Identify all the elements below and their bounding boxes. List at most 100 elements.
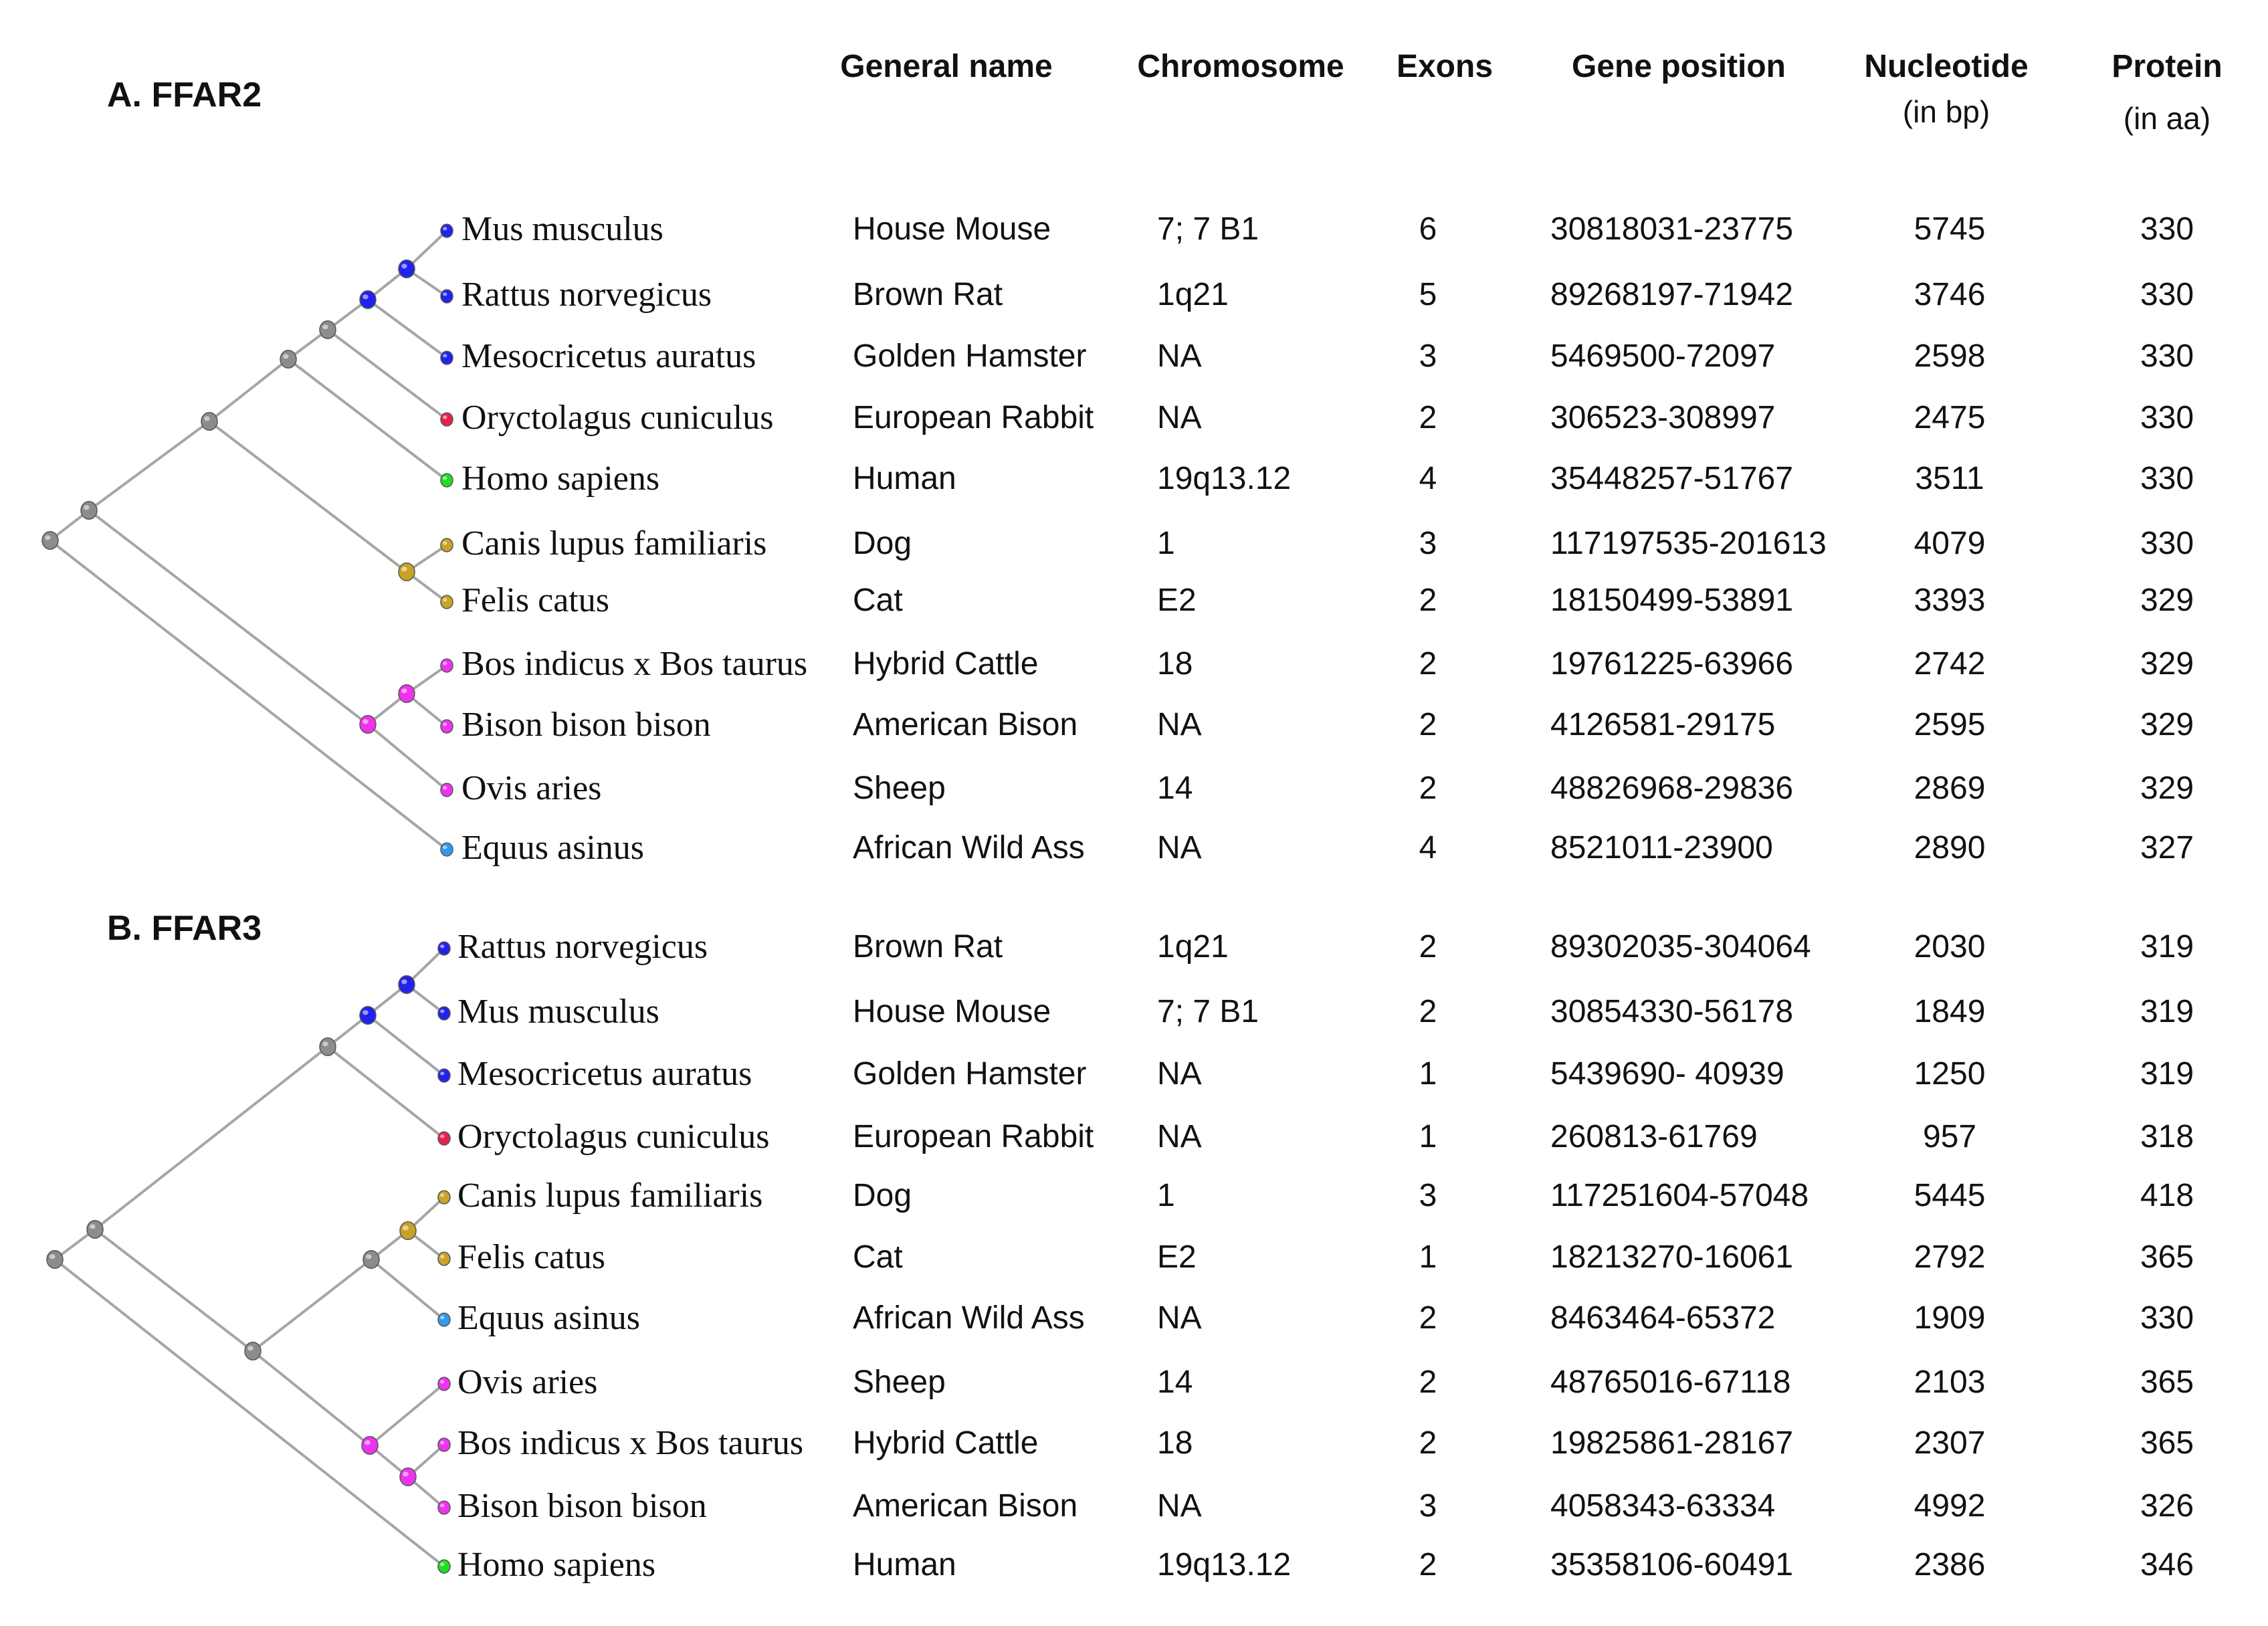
chromosome-cell: 19q13.12	[1157, 461, 1292, 496]
tree-branch	[54, 1258, 445, 1568]
gene-position-cell: 117251604-57048	[1550, 1178, 1809, 1213]
exons-cell: 2	[1419, 707, 1437, 742]
protein-cell: 365	[2140, 1364, 2194, 1400]
internal-node	[398, 975, 415, 994]
exons-cell: 3	[1419, 1488, 1437, 1524]
nucleotide-cell: 2475	[1914, 400, 1986, 435]
tree-branch	[94, 1045, 329, 1231]
internal-node-highlight	[401, 567, 407, 572]
species-label: Felis catus	[457, 1238, 605, 1276]
tree-branch	[49, 539, 448, 851]
general-name-cell: African Wild Ass	[853, 1300, 1085, 1336]
gene-position-cell: 117197535-201613	[1550, 526, 1827, 561]
exons-cell: 2	[1419, 1300, 1437, 1336]
chromosome-cell: 18	[1157, 1425, 1193, 1461]
internal-node	[201, 412, 218, 431]
general-name-cell: Human	[853, 461, 956, 496]
chromosome-cell: 1q21	[1157, 929, 1229, 964]
nucleotide-cell: 5445	[1914, 1178, 1986, 1213]
species-label: Bos indicus x Bos taurus	[457, 1424, 804, 1462]
internal-node-highlight	[322, 1041, 328, 1047]
protein-cell: 330	[2140, 461, 2194, 496]
section-title-ffar3: B. FFAR3	[107, 909, 262, 948]
tip-node-equid	[440, 842, 453, 857]
tip-node-bovid	[437, 1437, 451, 1452]
header-chromosome: Chromosome	[1137, 49, 1344, 84]
internal-node-highlight	[204, 416, 210, 421]
tip-node-equid	[437, 1312, 451, 1327]
tip-node-lagomorph	[440, 412, 453, 427]
header-nucleotide: Nucleotide	[1864, 49, 2029, 84]
gene-position-cell: 35448257-51767	[1550, 461, 1794, 496]
exons-cell: 2	[1419, 400, 1437, 435]
gene-position-cell: 48826968-29836	[1550, 771, 1794, 806]
internal-node	[46, 1250, 64, 1269]
protein-cell: 326	[2140, 1488, 2194, 1524]
tree-branch	[88, 509, 369, 726]
tip-node-bovid-highlight	[443, 722, 447, 726]
header-general-name: General name	[840, 49, 1053, 84]
species-label: Oryctolagus cuniculus	[457, 1118, 770, 1156]
internal-node	[399, 1467, 417, 1486]
exons-cell: 4	[1419, 461, 1437, 496]
species-label: Bos indicus x Bos taurus	[461, 645, 808, 683]
exons-cell: 5	[1419, 277, 1437, 312]
tip-node-primate	[440, 473, 453, 488]
tree-branch	[367, 723, 448, 791]
species-label: Ovis aries	[461, 769, 602, 807]
species-label: Bison bison bison	[461, 706, 711, 744]
tip-node-primate	[437, 1559, 451, 1574]
protein-cell: 365	[2140, 1425, 2194, 1461]
gene-position-cell: 4126581-29175	[1550, 707, 1776, 742]
chromosome-cell: 1	[1157, 1178, 1175, 1213]
internal-node-highlight	[283, 354, 289, 359]
tree-branch	[326, 1045, 445, 1140]
tip-node-carnivore	[440, 595, 453, 609]
gene-position-cell: 5469500-72097	[1550, 338, 1776, 374]
internal-node-highlight	[49, 1254, 56, 1259]
internal-node-highlight	[363, 294, 369, 300]
chromosome-cell: 1	[1157, 526, 1175, 561]
exons-cell: 2	[1419, 771, 1437, 806]
general-name-cell: African Wild Ass	[853, 830, 1085, 866]
chromosome-cell: 14	[1157, 771, 1193, 806]
internal-node	[398, 260, 415, 278]
internal-node-highlight	[401, 264, 407, 269]
gene-position-cell: 5439690- 40939	[1550, 1056, 1784, 1092]
gene-position-cell: 18213270-16061	[1550, 1239, 1794, 1275]
protein-cell: 327	[2140, 830, 2194, 866]
species-label: Mesocricetus auratus	[461, 337, 756, 375]
tip-node-rodent	[440, 350, 453, 365]
species-label: Mesocricetus auratus	[457, 1055, 752, 1093]
tree-branch	[287, 358, 448, 482]
gene-position-cell: 18150499-53891	[1550, 583, 1794, 618]
tree-branch	[94, 1228, 254, 1352]
internal-node	[398, 563, 415, 581]
general-name-cell: American Bison	[853, 1488, 1078, 1524]
tip-node-bovid	[440, 719, 453, 734]
general-name-cell: Sheep	[853, 771, 946, 806]
species-label: Homo sapiens	[461, 460, 660, 498]
general-name-cell: Dog	[853, 526, 912, 561]
gene-position-cell: 48765016-67118	[1550, 1364, 1791, 1400]
tip-node-equid-highlight	[440, 1316, 445, 1320]
gene-position-cell: 260813-61769	[1550, 1119, 1758, 1154]
protein-cell: 329	[2140, 646, 2194, 682]
header-nucleotide-unit: (in bp)	[1902, 94, 1990, 129]
chromosome-cell: 14	[1157, 1364, 1193, 1400]
chromosome-cell: 7; 7 B1	[1157, 994, 1259, 1029]
nucleotide-cell: 2103	[1914, 1364, 1986, 1400]
nucleotide-cell: 3393	[1914, 583, 1986, 618]
internal-node-highlight	[363, 1010, 369, 1015]
nucleotide-cell: 2307	[1914, 1425, 1986, 1461]
species-label: Equus asinus	[461, 829, 644, 867]
general-name-cell: Cat	[853, 1239, 903, 1275]
tip-node-rodent-highlight	[440, 1072, 445, 1076]
tip-node-lagomorph-highlight	[443, 415, 447, 419]
protein-cell: 330	[2140, 338, 2194, 374]
nucleotide-cell: 5745	[1914, 211, 1986, 247]
internal-node	[319, 1037, 336, 1056]
species-label: Bison bison bison	[457, 1487, 707, 1525]
protein-cell: 418	[2140, 1178, 2194, 1213]
tree-branch	[251, 1350, 371, 1447]
